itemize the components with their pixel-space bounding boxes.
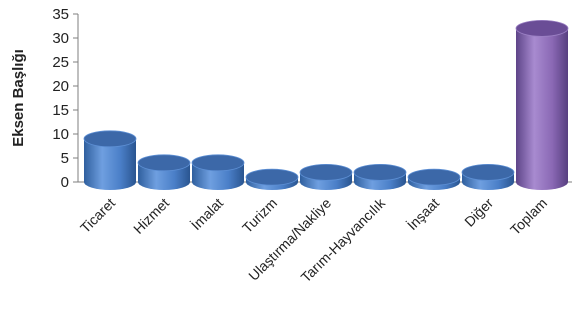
y-tick-label: 20 xyxy=(52,78,69,95)
bar-tarım-hayvancılık xyxy=(353,163,407,190)
category-label: Turizm xyxy=(239,195,280,236)
y-tick-label: 0 xyxy=(61,174,69,191)
y-tick-label: 10 xyxy=(52,126,69,143)
y-tick-label: 15 xyxy=(52,102,69,119)
y-tick-label: 30 xyxy=(52,30,69,47)
bar-toplam xyxy=(515,19,569,191)
bar-i-nşaat xyxy=(407,168,461,190)
bar-turizm xyxy=(245,168,299,190)
category-label: İmalat xyxy=(187,194,226,233)
bar-top xyxy=(353,163,407,181)
bar-diğer xyxy=(461,163,515,190)
y-tick-label: 25 xyxy=(52,54,69,71)
bar-i-malat xyxy=(191,154,245,190)
bar-top xyxy=(515,19,569,37)
bar-body xyxy=(84,138,136,190)
category-label: İnşaat xyxy=(403,194,442,233)
bar-top xyxy=(191,154,245,172)
y-tick-label: 35 xyxy=(52,6,69,23)
category-label: Toplam xyxy=(507,195,550,238)
y-axis-title: Eksen Başlığı xyxy=(10,49,27,147)
bar-ulaştırma-nakliye xyxy=(299,163,353,190)
bar-body xyxy=(516,28,568,191)
y-tick-label: 5 xyxy=(61,150,69,167)
category-label: Ticaret xyxy=(77,195,118,236)
bar-top xyxy=(137,154,191,172)
bar-top xyxy=(299,163,353,181)
bar-top xyxy=(245,168,299,186)
bar-ticaret xyxy=(83,130,137,190)
bar-hizmet xyxy=(137,154,191,190)
category-label: Diğer xyxy=(461,195,496,230)
bar-top xyxy=(83,130,137,148)
bar-top xyxy=(407,168,461,186)
bar-top xyxy=(461,163,515,181)
category-label: Hizmet xyxy=(130,195,172,237)
